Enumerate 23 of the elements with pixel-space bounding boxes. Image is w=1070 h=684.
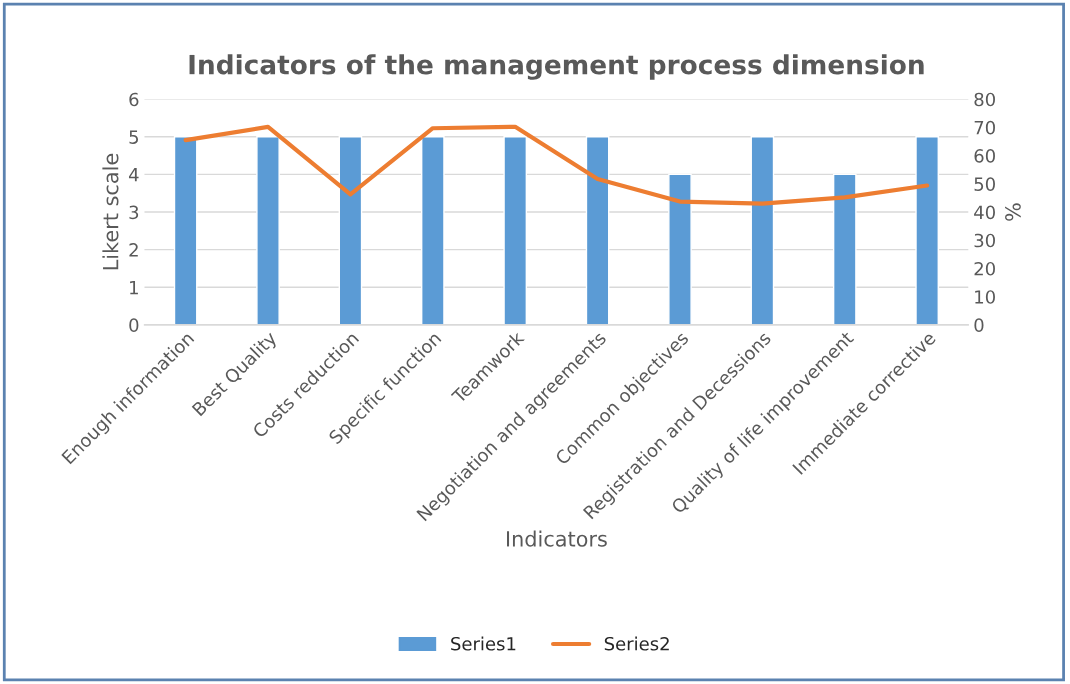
y-tick-label: 6 [129, 92, 139, 107]
y2-tick-label: 0 [974, 318, 984, 333]
y2-tick-label: 30 [974, 233, 995, 248]
y-axis-title: Likert scale [102, 153, 119, 270]
y-tick-label: 5 [129, 130, 139, 144]
y-tick-label: 2 [129, 243, 138, 257]
y2-tick-label: 10 [975, 290, 995, 304]
y-tick-label: 0 [129, 318, 139, 333]
legend-label: Series1 [451, 636, 516, 651]
y2-axis-title: % [1005, 203, 1021, 221]
y2-tick-label: 80 [974, 92, 995, 107]
x-axis-title: Indicators [506, 530, 607, 547]
y2-tick-label: 20 [974, 261, 995, 276]
y2-tick-label: 50 [974, 177, 995, 191]
y2-tick-label: 40 [974, 205, 995, 220]
legend-label: Series2 [604, 636, 669, 651]
y-tick-label: 3 [129, 205, 139, 220]
y2-tick-label: 70 [974, 120, 995, 135]
chart-title: Indicators of the management process dimension [189, 54, 924, 80]
y-tick-label: 1 [130, 280, 138, 295]
y2-tick-label: 60 [974, 149, 995, 163]
line-series [183, 124, 930, 206]
y-tick-label: 4 [128, 168, 139, 182]
